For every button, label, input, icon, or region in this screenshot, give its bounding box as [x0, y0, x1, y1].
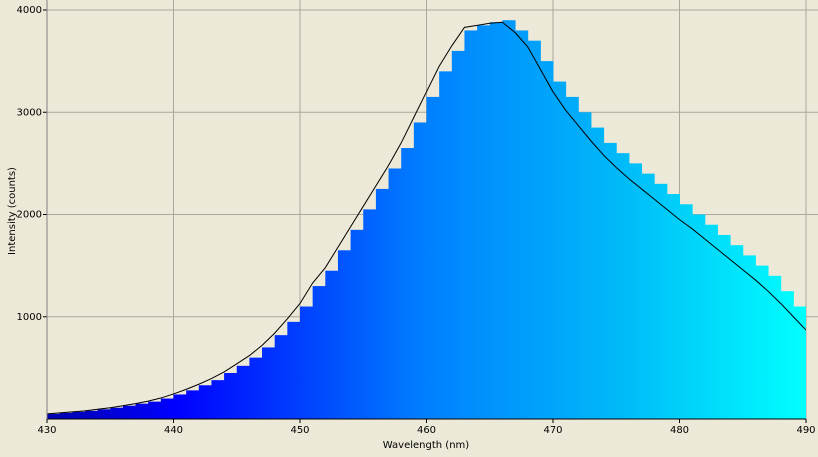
- bar: [768, 275, 782, 419]
- bar: [224, 372, 238, 419]
- bar: [489, 22, 503, 419]
- bar: [477, 25, 491, 419]
- x-axis-label: Wavelength (nm): [383, 440, 469, 451]
- y-tick-label: 1000: [17, 312, 42, 323]
- bar: [616, 153, 630, 419]
- y-tick-label: 2000: [17, 210, 42, 221]
- bar: [300, 306, 314, 419]
- bar: [198, 385, 212, 419]
- bar: [388, 168, 402, 419]
- axes: 430 440 450 460 470 480 490 1000 2000 3000 4000: [17, 0, 816, 436]
- bar: [262, 347, 276, 419]
- bar: [274, 335, 288, 419]
- bar: [793, 306, 806, 419]
- bar: [590, 127, 605, 419]
- bar: [553, 81, 567, 419]
- bar: [249, 357, 263, 419]
- x-tick-label: 490: [796, 425, 815, 436]
- bar: [565, 96, 579, 419]
- x-tick-label: 430: [37, 425, 56, 436]
- bar: [72, 411, 86, 419]
- bar: [211, 380, 225, 419]
- x-tick-label: 450: [290, 425, 309, 436]
- bar: [287, 321, 301, 419]
- plot: [47, 20, 818, 419]
- bar: [110, 407, 124, 419]
- bar: [236, 365, 250, 419]
- line: [47, 21, 806, 415]
- bar: [742, 255, 756, 419]
- bar: [59, 412, 73, 419]
- bar: [135, 403, 149, 419]
- bar: [122, 405, 137, 419]
- x-tick-label: 480: [670, 425, 689, 436]
- bar: [578, 112, 592, 419]
- y-tick-label: 3000: [17, 107, 42, 118]
- bar: [439, 71, 453, 419]
- bar: [186, 390, 200, 419]
- bar: [603, 142, 617, 419]
- bar: [692, 214, 706, 419]
- bar: [325, 270, 339, 419]
- bar: [527, 40, 541, 419]
- bar: [312, 286, 326, 419]
- bar: [173, 394, 187, 419]
- bar: [47, 413, 61, 419]
- bar: [97, 409, 111, 419]
- bar: [679, 204, 693, 419]
- bar: [413, 122, 427, 419]
- bar: [654, 183, 668, 419]
- bar: [540, 61, 554, 419]
- bar: [780, 291, 794, 419]
- bar: [401, 148, 415, 419]
- bar: [337, 250, 352, 419]
- bar: [84, 410, 99, 419]
- y-tick-label: 4000: [17, 5, 42, 16]
- bar: [148, 401, 162, 419]
- bar: [363, 209, 377, 419]
- bar: [350, 229, 364, 419]
- bar: [160, 398, 174, 419]
- bar: [730, 245, 744, 419]
- bar: [666, 194, 680, 419]
- bar: [426, 96, 440, 419]
- bar: [451, 50, 465, 419]
- bar: [717, 234, 731, 419]
- bar: [464, 30, 478, 419]
- bar: [806, 319, 818, 419]
- bar: [628, 163, 643, 419]
- bar: [704, 224, 718, 419]
- bar: [515, 30, 529, 419]
- bar: [641, 173, 655, 419]
- x-tick-label: 460: [417, 425, 436, 436]
- bar: [755, 265, 769, 419]
- bar: [502, 20, 516, 419]
- x-tick-label: 470: [543, 425, 562, 436]
- y-axis-label: Intensity (counts): [7, 167, 18, 255]
- x-tick-label: 440: [164, 425, 183, 436]
- bar: [375, 188, 390, 419]
